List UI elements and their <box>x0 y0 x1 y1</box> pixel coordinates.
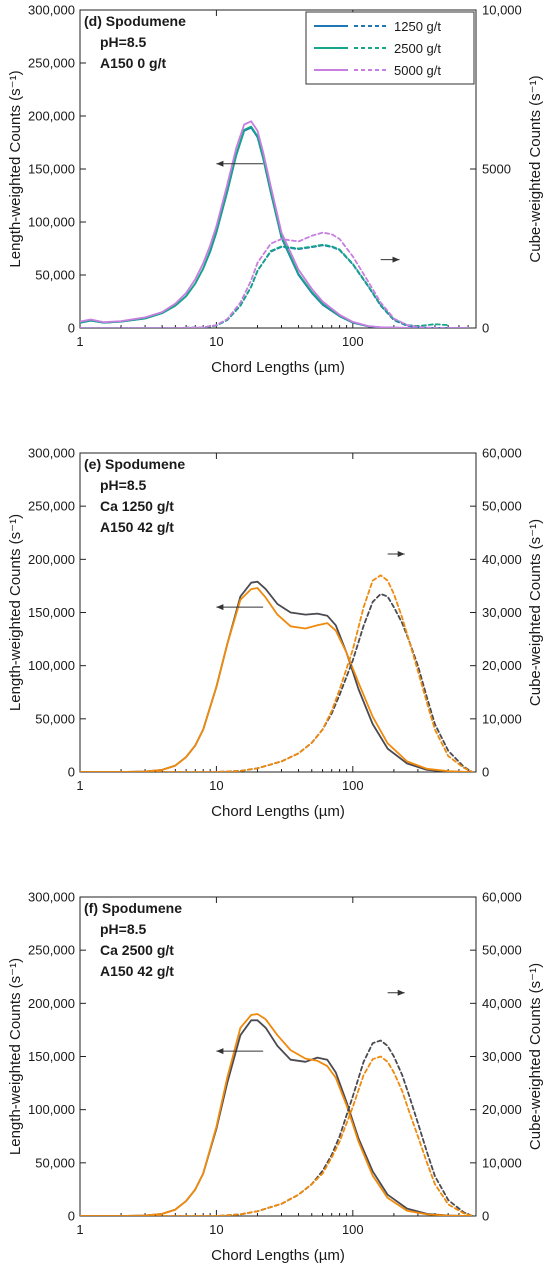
series-line-left-1 <box>80 126 470 328</box>
x-tick-label: 100 <box>342 778 364 793</box>
series-line-right-6 <box>80 231 450 328</box>
x-tick-label: 10 <box>209 778 223 793</box>
x-tick-label: 1 <box>76 334 83 349</box>
y-left-tick-label: 300,000 <box>28 890 75 905</box>
series-group <box>80 120 470 328</box>
legend-label: 2500 g/t <box>394 41 441 56</box>
y-right-tick-label: 5000 <box>482 162 511 177</box>
panel-annotation-line-1: (f) Spodumene <box>84 900 182 916</box>
y-right-tick-label: 20,000 <box>482 1102 522 1117</box>
series-line-left-2 <box>80 125 470 328</box>
y-left-tick-label: 250,000 <box>28 943 75 958</box>
y-right-tick-label: 40,000 <box>482 996 522 1011</box>
x-axis-title: Chord Lengths (µm) <box>211 359 345 376</box>
panel-annotation-line-4: A150 42 g/t <box>100 519 174 535</box>
y-right-axis-title: Cube-weighted Counts (s⁻¹) <box>527 519 544 706</box>
arrow-left-head <box>216 160 224 167</box>
x-tick-label: 10 <box>209 1222 223 1237</box>
arrow-right-head <box>392 256 400 263</box>
y-left-tick-label: 50,000 <box>35 268 75 283</box>
y-right-tick-label: 30,000 <box>482 1049 522 1064</box>
y-right-tick-label: 60,000 <box>482 890 522 905</box>
y-right-tick-label: 20,000 <box>482 658 522 673</box>
y-right-axis-title: Cube-weighted Counts (s⁻¹) <box>527 963 544 1150</box>
chart-panel-2: 1 10 100 0 50,000 100,000 150,000 200,000 250,00… <box>7 446 544 821</box>
arrow-left-head <box>216 604 224 611</box>
y-left-tick-label: 300,000 <box>28 446 75 461</box>
panel-annotation-line-3: A150 0 g/t <box>100 55 166 71</box>
arrow-right-head <box>397 551 405 558</box>
legend: 1250 g/t 2500 g/t 5000 g/t <box>305 11 475 85</box>
y-left-tick-label: 100,000 <box>28 658 75 673</box>
x-tick-label: 1 <box>76 1222 83 1237</box>
y-left-tick-label: 200,000 <box>28 996 75 1011</box>
series-line-right-4 <box>80 1055 474 1216</box>
panel-annotation-line-3: Ca 1250 g/t <box>100 498 174 514</box>
y-right-tick-label: 10,000 <box>482 711 522 726</box>
x-tick-label: 100 <box>342 1222 364 1237</box>
y-left-tick-label: 50,000 <box>35 1155 75 1170</box>
panel-annotation-line-2: pH=8.5 <box>100 34 147 50</box>
panel-annotation-line-1: (d) Spodumene <box>84 13 186 29</box>
y-left-tick-label: 150,000 <box>28 162 75 177</box>
y-left-tick-label: 50,000 <box>35 711 75 726</box>
arrow-left-head <box>216 1048 224 1055</box>
x-axis-title: Chord Lengths (µm) <box>211 1247 345 1264</box>
series-group <box>80 574 474 772</box>
y-left-tick-label: 250,000 <box>28 499 75 514</box>
y-right-tick-label: 50,000 <box>482 499 522 514</box>
series-group <box>80 1013 474 1216</box>
y-right-tick-label: 10,000 <box>482 1155 522 1170</box>
y-right-tick-label: 0 <box>482 321 489 336</box>
y-left-tick-label: 0 <box>68 765 75 780</box>
y-right-tick-label: 0 <box>482 1209 489 1224</box>
x-tick-label: 1 <box>76 778 83 793</box>
y-left-axis-title: Length-weighted Counts (s⁻¹) <box>7 514 24 711</box>
panel-annotation-line-3: Ca 2500 g/t <box>100 942 174 958</box>
y-left-tick-label: 150,000 <box>28 1049 75 1064</box>
series-line-left-2 <box>80 587 470 772</box>
x-axis-title: Chord Lengths (µm) <box>211 803 345 820</box>
chart-panel-1: 1 10 100 0 50,000 100,000 150,000 200,000 250,00… <box>7 3 544 377</box>
y-right-tick-label: 10,000 <box>482 3 522 18</box>
y-right-axis-title: Cube-weighted Counts (s⁻¹) <box>527 75 544 262</box>
panel-annotation-line-4: A150 42 g/t <box>100 963 174 979</box>
panel-annotation-line-1: (e) Spodumene <box>84 456 185 472</box>
y-left-axis-title: Length-weighted Counts (s⁻¹) <box>7 70 24 267</box>
legend-label: 5000 g/t <box>394 63 441 78</box>
y-right-tick-label: 30,000 <box>482 605 522 620</box>
series-line-left-3 <box>80 120 470 328</box>
y-left-tick-label: 100,000 <box>28 215 75 230</box>
series-line-right-3 <box>80 593 474 772</box>
panel-annotation-line-2: pH=8.5 <box>100 477 147 493</box>
y-left-tick-label: 300,000 <box>28 3 75 18</box>
y-left-tick-label: 250,000 <box>28 56 75 71</box>
y-left-tick-label: 100,000 <box>28 1102 75 1117</box>
x-tick-label: 10 <box>209 334 223 349</box>
panel-annotation-line-2: pH=8.5 <box>100 921 147 937</box>
legend-label: 1250 g/t <box>394 19 441 34</box>
y-left-axis-title: Length-weighted Counts (s⁻¹) <box>7 958 24 1155</box>
y-right-tick-label: 60,000 <box>482 446 522 461</box>
series-line-right-3 <box>80 1039 474 1216</box>
arrow-right-head <box>397 989 405 996</box>
y-right-tick-label: 40,000 <box>482 552 522 567</box>
y-right-tick-label: 50,000 <box>482 943 522 958</box>
chart-panel-3: 1 10 100 0 50,000 100,000 150,000 200,000 250,00… <box>7 890 544 1265</box>
series-line-left-1 <box>80 1019 470 1216</box>
x-tick-label: 100 <box>342 334 364 349</box>
y-left-tick-label: 200,000 <box>28 109 75 124</box>
y-left-tick-label: 0 <box>68 1209 75 1224</box>
series-line-right-4 <box>80 574 474 772</box>
y-right-tick-label: 0 <box>482 765 489 780</box>
series-line-left-2 <box>80 1013 470 1216</box>
y-left-tick-label: 200,000 <box>28 552 75 567</box>
y-left-tick-label: 0 <box>68 321 75 336</box>
y-left-tick-label: 150,000 <box>28 605 75 620</box>
